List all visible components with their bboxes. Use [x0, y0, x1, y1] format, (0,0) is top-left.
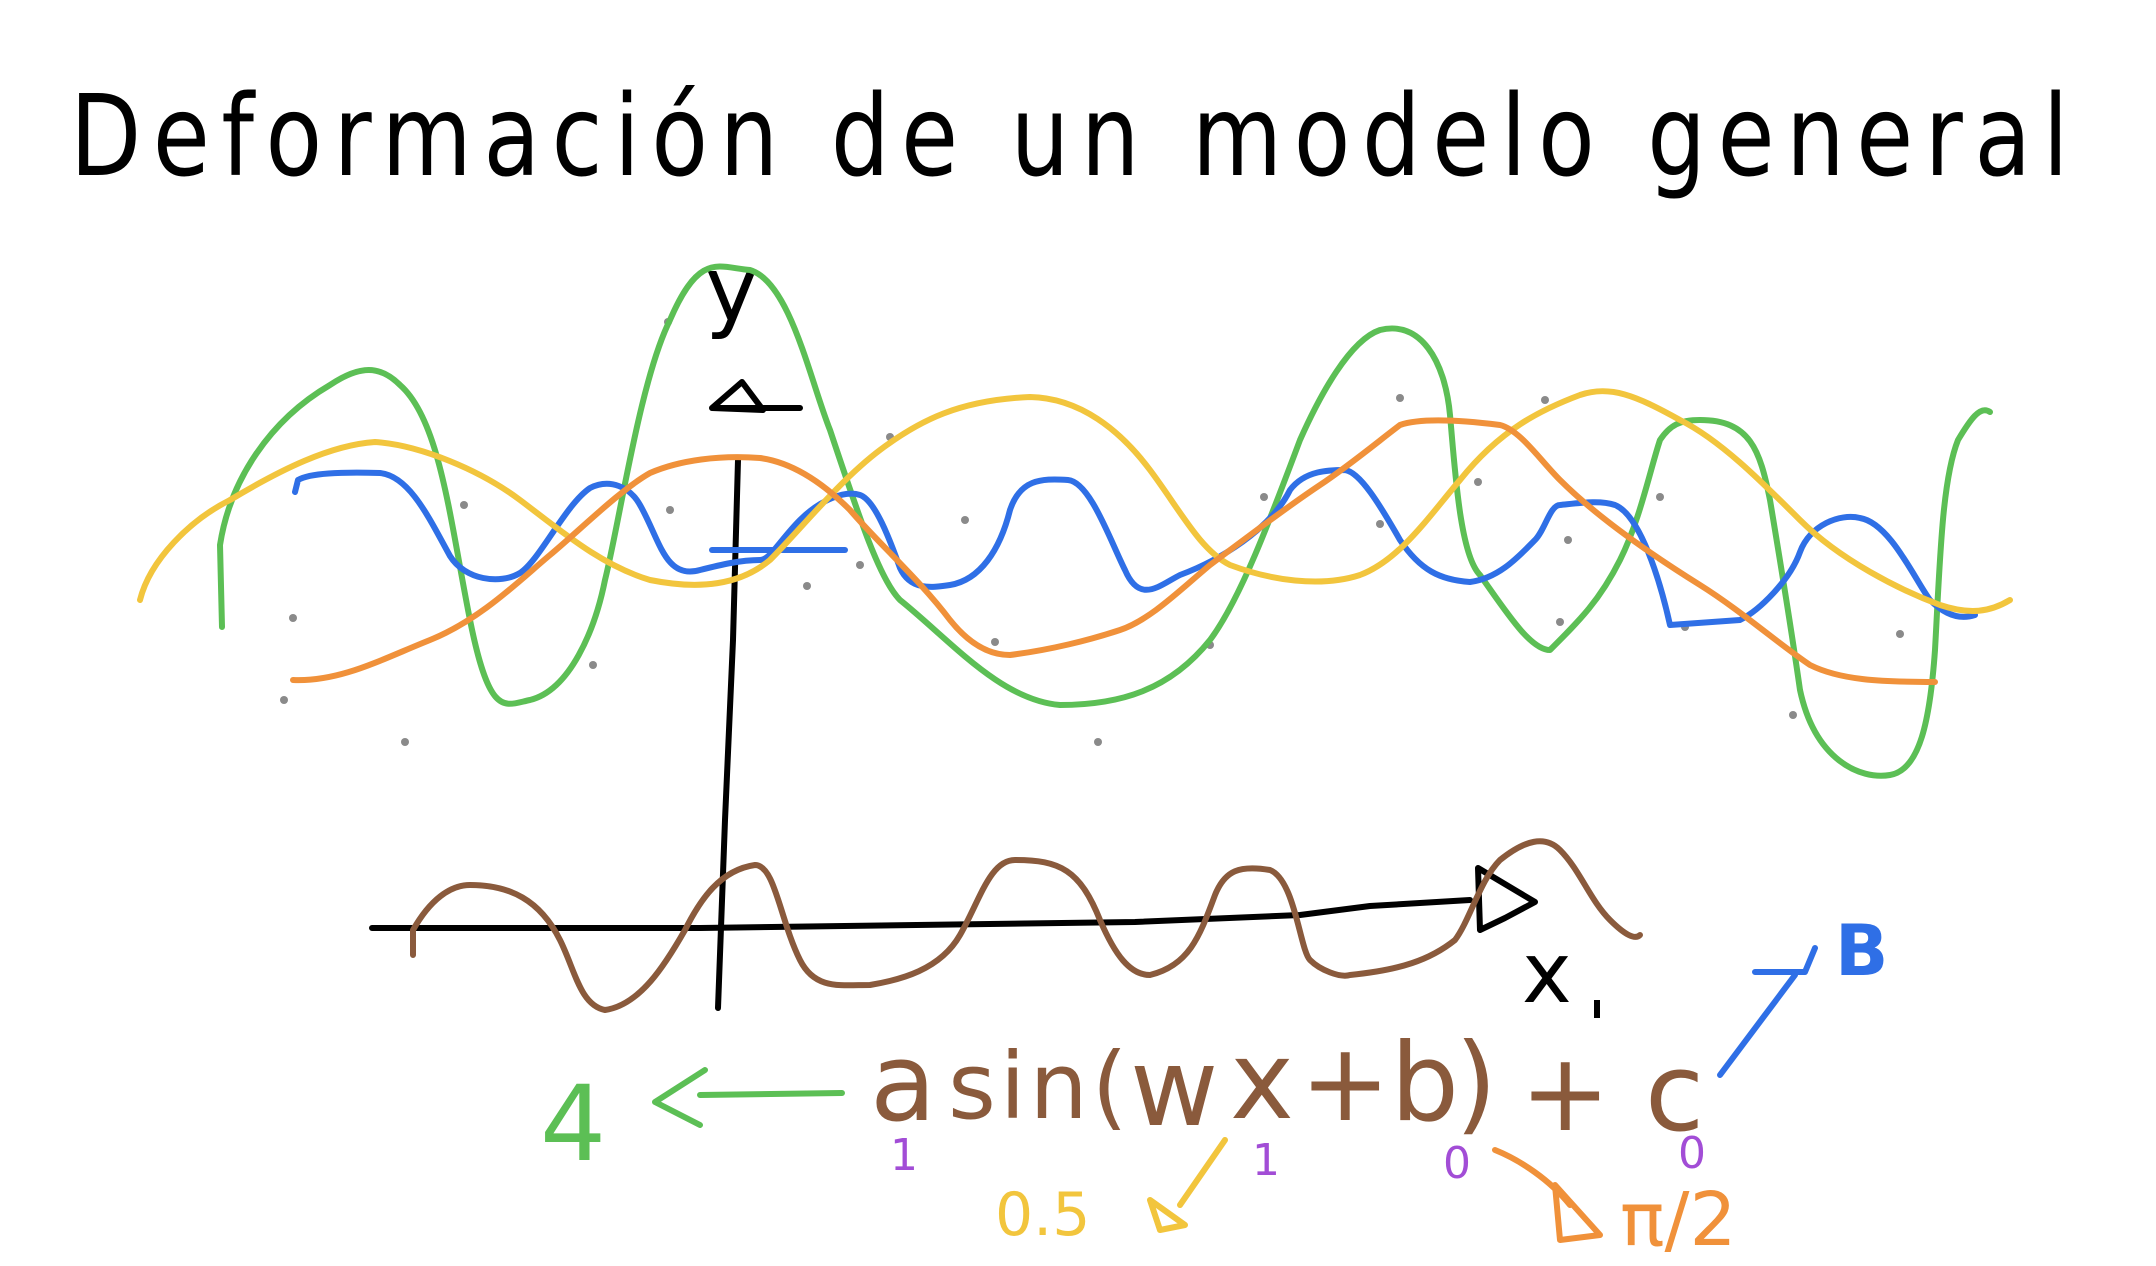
y-axis-label: y: [705, 237, 758, 342]
w-default: 1: [1252, 1135, 1280, 1186]
page-title: Deformación de un modelo general: [70, 72, 2080, 202]
yellow-curve: [137, 388, 2013, 614]
y-axis: [709, 379, 803, 1011]
a-default: 1: [890, 1130, 918, 1181]
formula-a: a: [870, 1021, 936, 1146]
blue-curve: [292, 467, 1978, 628]
frequency-arrow: [1147, 1137, 1228, 1233]
formula-x: x: [1230, 1019, 1294, 1144]
offset-arrow: [1717, 945, 1818, 1078]
default-values: 1 1 0 0: [890, 1128, 1706, 1189]
x-axis-label: x: [1522, 924, 1572, 1022]
formula-plus-c: + c: [1520, 1031, 1704, 1156]
frequency-new-value: 0.5: [995, 1180, 1090, 1250]
x-axis: [369, 865, 1538, 933]
scatter-dots: [280, 318, 1904, 746]
y-axis-arrow-head: [709, 379, 803, 413]
offset-new-value: B: [1835, 910, 1888, 992]
brown-curve: [410, 838, 1643, 1013]
formula-w: w: [1130, 1026, 1218, 1151]
formula-sin: sin(: [948, 1033, 1132, 1140]
x-axis-arrow-head: [1475, 865, 1538, 933]
formula-plus-b: +b: [1300, 1021, 1459, 1146]
orange-curve: [290, 417, 1938, 685]
b-default: 0: [1443, 1138, 1471, 1189]
formula: a sin( w x +b ) + c: [870, 1019, 1704, 1156]
formula-close-paren: ): [1455, 1021, 1497, 1146]
amplitude-new-value: 4: [540, 1063, 606, 1185]
phase-arrow: [1492, 1147, 1603, 1243]
amplitude-arrow: [652, 1067, 845, 1128]
phase-new-value: π/2: [1620, 1177, 1737, 1263]
c-default: 0: [1678, 1128, 1706, 1179]
